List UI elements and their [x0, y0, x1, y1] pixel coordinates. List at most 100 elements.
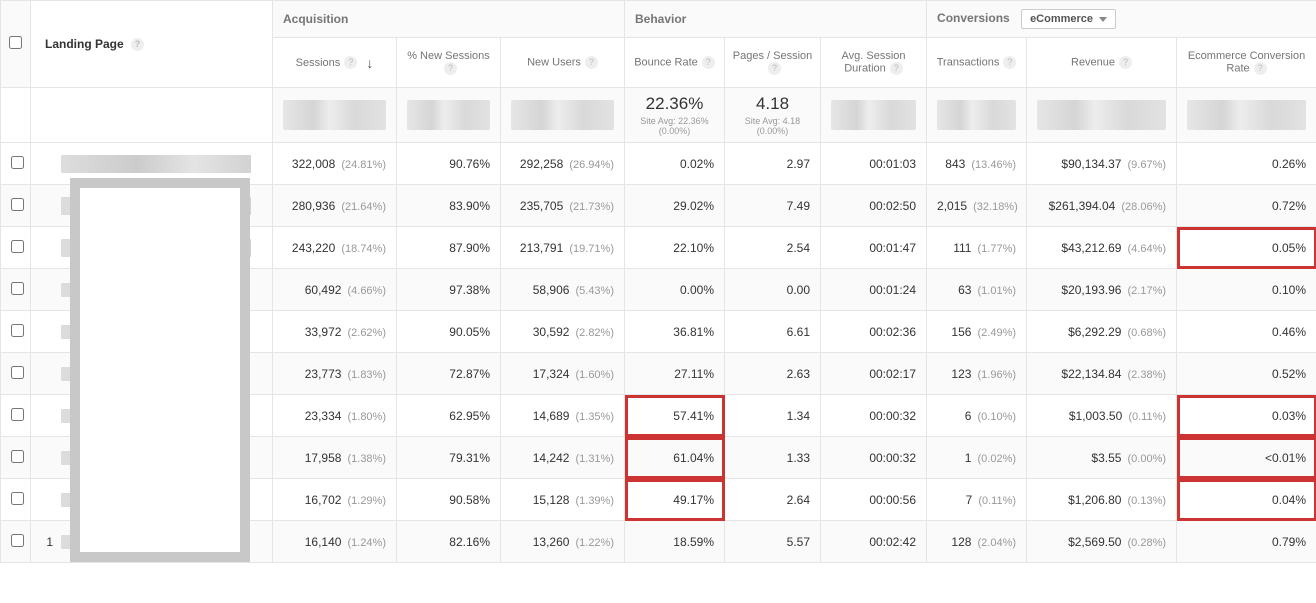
cell-transactions: 6 (0.10%): [927, 395, 1027, 437]
cell-bounce-rate-value: 27.11%: [674, 367, 714, 381]
cell-transactions: 111 (1.77%): [927, 227, 1027, 269]
table-row: 17,958 (1.38%)79.31%14,242 (1.31%)61.04%…: [1, 437, 1316, 479]
landing-page-cell[interactable]: [31, 227, 273, 269]
select-all-checkbox[interactable]: [9, 36, 22, 49]
row-checkbox[interactable]: [11, 198, 24, 211]
table-row: 60,492 (4.66%)97.38%58,906 (5.43%)0.00%0…: [1, 269, 1316, 311]
cell-ecr-value: 0.52%: [1272, 367, 1306, 381]
cell-bounce-rate: 36.81%: [625, 311, 725, 353]
cell-sessions-value: 243,220: [292, 241, 335, 255]
cell-new-sessions-pct-value: 90.05%: [449, 325, 490, 339]
cell-bounce-rate-value: 18.59%: [673, 535, 714, 549]
select-all-cell[interactable]: [1, 1, 31, 88]
landing-page-cell[interactable]: [31, 311, 273, 353]
row-checkbox[interactable]: [11, 408, 24, 421]
col-header-transactions[interactable]: Transactions?: [927, 38, 1027, 88]
row-select-cell[interactable]: [1, 311, 31, 353]
cell-sessions: 243,220 (18.74%): [273, 227, 397, 269]
cell-revenue: $1,003.50 (0.11%): [1027, 395, 1177, 437]
cell-new-users-value: 14,689: [533, 409, 570, 423]
col-header-avg-duration[interactable]: Avg. Session Duration?: [821, 38, 927, 88]
cell-transactions-value: 63: [958, 283, 971, 297]
col-header-ecr[interactable]: Ecommerce Conversion Rate?: [1177, 38, 1316, 88]
cell-pages-session: 2.63: [725, 353, 821, 395]
cell-bounce-rate-value: 61.04%: [673, 451, 714, 465]
cell-new-sessions-pct: 62.95%: [397, 395, 501, 437]
help-icon[interactable]: ?: [702, 56, 715, 69]
cell-ecr: 0.46%: [1177, 311, 1316, 353]
landing-page-cell[interactable]: [31, 143, 273, 185]
landing-page-cell[interactable]: [31, 479, 273, 521]
cell-new-users: 235,705 (21.73%): [501, 185, 625, 227]
landing-page-cell[interactable]: [31, 437, 273, 479]
redacted-text: [61, 451, 231, 465]
conversions-select[interactable]: eCommerce: [1021, 9, 1116, 29]
cell-avg-duration-value: 00:02:50: [869, 199, 916, 213]
cell-new-users-pct: (26.94%): [566, 159, 614, 171]
row-select-cell[interactable]: [1, 479, 31, 521]
row-select-cell[interactable]: [1, 185, 31, 227]
help-icon[interactable]: ?: [344, 56, 357, 69]
row-checkbox[interactable]: [11, 282, 24, 295]
cell-ecr: 0.52%: [1177, 353, 1316, 395]
col-header-bounce-rate[interactable]: Bounce Rate?: [625, 38, 725, 88]
row-select-cell[interactable]: [1, 521, 31, 563]
row-select-cell[interactable]: [1, 353, 31, 395]
cell-avg-duration: 00:00:32: [821, 437, 927, 479]
help-icon[interactable]: ?: [131, 38, 144, 51]
cell-new-sessions-pct: 90.05%: [397, 311, 501, 353]
landing-page-cell[interactable]: [31, 269, 273, 311]
help-icon[interactable]: ?: [444, 62, 457, 75]
row-checkbox[interactable]: [11, 534, 24, 547]
landing-page-cell[interactable]: [31, 395, 273, 437]
cell-new-sessions-pct-value: 72.87%: [449, 367, 490, 381]
row-select-cell[interactable]: [1, 269, 31, 311]
cell-new-users-pct: (1.31%): [572, 453, 614, 465]
cell-pages-session-value: 2.54: [787, 241, 810, 255]
cell-bounce-rate-value: 29.02%: [673, 199, 714, 213]
row-checkbox[interactable]: [11, 366, 24, 379]
cell-new-users: 13,260 (1.22%): [501, 521, 625, 563]
cell-sessions-pct: (1.24%): [344, 537, 386, 549]
cell-ecr-value: 0.10%: [1272, 283, 1306, 297]
help-icon[interactable]: ?: [1254, 62, 1267, 75]
help-icon[interactable]: ?: [890, 62, 903, 75]
cell-avg-duration: 00:00:32: [821, 395, 927, 437]
col-header-new-users[interactable]: New Users?: [501, 38, 625, 88]
cell-revenue-value: $90,134.37: [1061, 157, 1121, 171]
col-header-pct-new-sessions[interactable]: % New Sessions?: [397, 38, 501, 88]
col-header-revenue[interactable]: Revenue?: [1027, 38, 1177, 88]
cell-new-users-pct: (19.71%): [566, 243, 614, 255]
cell-new-users-value: 213,791: [520, 241, 563, 255]
help-icon[interactable]: ?: [585, 56, 598, 69]
cell-new-users-pct: (1.35%): [572, 411, 614, 423]
landing-page-cell[interactable]: 1: [31, 521, 273, 563]
col-header-landing-page[interactable]: Landing Page ?: [31, 1, 273, 88]
col-header-pages-session[interactable]: Pages / Session?: [725, 38, 821, 88]
cell-transactions-value: 111: [953, 241, 971, 255]
row-select-cell[interactable]: [1, 395, 31, 437]
cell-transactions-pct: (13.46%): [968, 159, 1016, 171]
summary-pct-new-sessions: [397, 88, 501, 143]
row-checkbox[interactable]: [11, 156, 24, 169]
col-header-sessions[interactable]: Sessions? ↓: [273, 38, 397, 88]
row-select-cell[interactable]: [1, 143, 31, 185]
cell-revenue-pct: (0.11%): [1125, 411, 1166, 423]
row-checkbox[interactable]: [11, 240, 24, 253]
landing-page-cell[interactable]: [31, 185, 273, 227]
cell-bounce-rate-value: 22.10%: [673, 241, 714, 255]
cell-new-sessions-pct: 87.90%: [397, 227, 501, 269]
row-checkbox[interactable]: [11, 324, 24, 337]
help-icon[interactable]: ?: [1003, 56, 1016, 69]
row-checkbox[interactable]: [11, 492, 24, 505]
help-icon[interactable]: ?: [1119, 56, 1132, 69]
row-checkbox[interactable]: [11, 450, 24, 463]
cell-avg-duration-value: 00:02:42: [869, 535, 916, 549]
redacted-text: [61, 239, 251, 257]
cell-new-users-value: 235,705: [520, 199, 563, 213]
landing-page-cell[interactable]: [31, 353, 273, 395]
row-select-cell[interactable]: [1, 437, 31, 479]
cell-revenue: $1,206.80 (0.13%): [1027, 479, 1177, 521]
row-select-cell[interactable]: [1, 227, 31, 269]
help-icon[interactable]: ?: [768, 62, 781, 75]
